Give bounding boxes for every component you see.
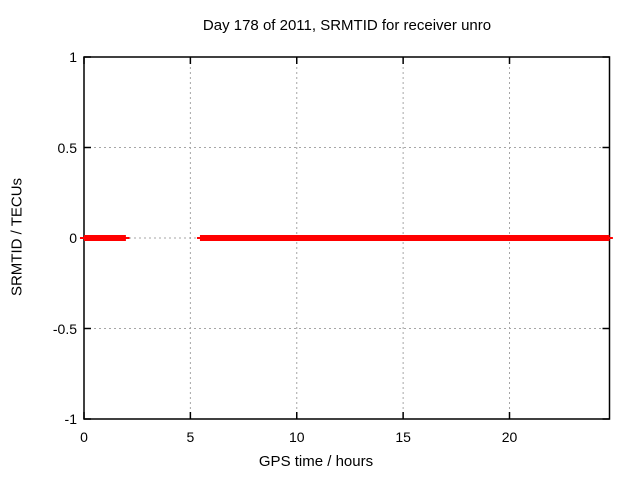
- y-tick-label: -1: [64, 411, 77, 427]
- y-tick-label: -0.5: [52, 320, 77, 337]
- x-tick-label: 10: [288, 429, 305, 445]
- y-tick-label: 1: [69, 49, 77, 65]
- x-tick-label: 5: [186, 429, 195, 445]
- x-tick-label: 20: [501, 429, 518, 445]
- x-tick-label: 15: [395, 429, 411, 445]
- x-tick-label: 0: [80, 429, 88, 445]
- y-axis-label: SRMTID / TECUs: [8, 177, 26, 297]
- chart-title: Day 178 of 2011, SRMTID for receiver unr…: [202, 17, 492, 34]
- y-tick-label: 0.5: [57, 139, 77, 156]
- y-tick-label: 0: [69, 230, 77, 246]
- x-axis-label: GPS time / hours: [258, 453, 374, 470]
